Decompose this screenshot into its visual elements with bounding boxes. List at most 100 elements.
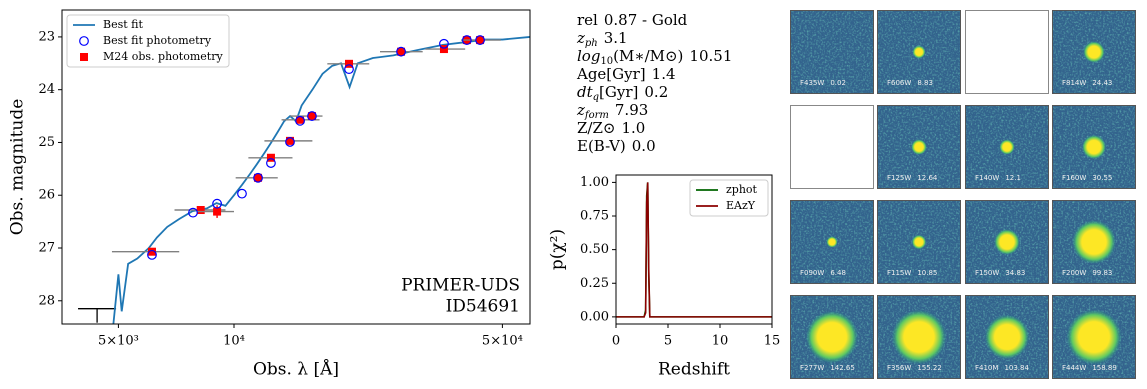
thumbnail-label: F150W 34.83 <box>975 269 1025 277</box>
parameter-label: rel <box>577 11 598 29</box>
thumbnail-border <box>877 200 961 284</box>
marker <box>147 247 156 256</box>
thumbnail: F444W 158.89 <box>1052 295 1136 379</box>
parameter-label: dt <box>577 83 594 101</box>
parameter-value: 3.1 <box>604 29 628 47</box>
filter-name: F444W <box>1062 364 1086 372</box>
thumbnail-border <box>1052 295 1136 379</box>
legend-label: M24 obs. photometry <box>103 50 223 63</box>
marker <box>237 188 247 199</box>
thumbnail: F160W 30.55 <box>1052 105 1136 189</box>
parameter-label: z <box>576 101 585 119</box>
marker <box>296 115 305 124</box>
thumbnail-border <box>1052 10 1136 94</box>
marker <box>266 158 276 168</box>
filter-name: F160W <box>1062 174 1086 182</box>
snr-value: 34.83 <box>1005 269 1025 277</box>
filter-name: F115W <box>887 269 911 277</box>
y-tick-label: 0.25 <box>580 276 609 291</box>
marker <box>307 112 316 121</box>
thumbnail-label: F814W 24.43 <box>1062 79 1112 87</box>
thumbnail-label: F444W 158.89 <box>1062 364 1117 372</box>
marker <box>285 136 294 145</box>
thumbnail-label: F160W 30.55 <box>1062 174 1112 182</box>
snr-value: 6.48 <box>830 269 846 277</box>
plot-area <box>78 35 530 324</box>
y-axis-label: p(χ²) <box>548 229 568 270</box>
filter-name: F200W <box>1062 269 1086 277</box>
marker <box>295 115 305 126</box>
filter-name: F814W <box>1062 79 1086 87</box>
thumbnail-label: F200W 99.83 <box>1062 269 1112 277</box>
thumbnail: F125W 12.64 <box>877 105 961 189</box>
parameter-label: Age[Gyr] <box>576 65 646 83</box>
filter-name: F410M <box>975 364 998 372</box>
marker <box>188 207 198 218</box>
thumbnail: F200W 99.83 <box>1052 200 1136 284</box>
series-line <box>616 182 772 318</box>
parameter: rel 0.87 - Gold <box>577 11 688 29</box>
thumbnail: F606W 8.83 <box>877 10 961 94</box>
legend-label: Best fit photometry <box>103 34 212 47</box>
marker <box>266 153 275 162</box>
parameter-label: Z/Z⊙ <box>577 119 615 137</box>
snr-value: 158.89 <box>1092 364 1117 372</box>
x-tick-label: 5×10³ <box>98 334 139 349</box>
annotation: ID54691 <box>446 297 520 317</box>
x-tick-label: 5×10⁴ <box>482 334 523 349</box>
y-tick-label: 0.00 <box>580 309 609 324</box>
parameter-label: (M∗/M⊙) <box>613 47 683 65</box>
snr-value: 155.22 <box>917 364 942 372</box>
snr-value: 12.1 <box>1005 174 1021 182</box>
parameter-label: z <box>576 29 585 47</box>
marker <box>253 172 263 183</box>
snr-value: 24.43 <box>1092 79 1112 87</box>
y-tick-label: 0.50 <box>580 242 609 257</box>
x-tick-label: 15 <box>764 334 781 349</box>
filter-name: F150W <box>975 269 999 277</box>
thumbnail: F090W 6.48 <box>790 200 874 284</box>
marker <box>461 35 472 45</box>
y-tick-label: 25 <box>38 135 55 150</box>
parameter-value: 0.2 <box>644 83 668 101</box>
parameter-value: 1.4 <box>652 65 676 83</box>
source <box>891 309 947 365</box>
empty-thumbnail <box>790 105 874 189</box>
snr-value: 8.83 <box>917 79 933 87</box>
snr-value: 99.83 <box>1092 269 1112 277</box>
parameter-subscript: q <box>593 92 599 103</box>
source <box>994 229 1020 255</box>
plot-area <box>616 182 772 318</box>
thumbnail-border <box>1052 200 1136 284</box>
legend-symbol <box>79 36 89 46</box>
thumbnail-border <box>790 10 874 94</box>
y-axis-label: Obs. magnitude <box>8 99 28 236</box>
thumbnail-label: F115W 10.85 <box>887 269 937 277</box>
marker <box>397 47 406 56</box>
source <box>1066 309 1122 365</box>
thumbnail-border <box>790 295 874 379</box>
filter-name: F356W <box>887 364 911 372</box>
y-tick-label: 28 <box>38 293 55 308</box>
marker <box>307 111 317 121</box>
snr-value: 12.64 <box>917 174 938 182</box>
marker <box>147 249 157 260</box>
x-tick-label: 10⁴ <box>223 334 245 349</box>
thumbnail <box>965 10 1049 94</box>
legend-label: Best fit <box>103 18 143 31</box>
snr-value: 30.55 <box>1092 174 1112 182</box>
y-tick-label: 24 <box>38 82 55 97</box>
thumbnail-label: F140W 12.1 <box>975 174 1021 182</box>
source <box>911 234 927 250</box>
source <box>805 310 859 364</box>
legend-frame <box>689 179 769 217</box>
parameter-value: 10.51 <box>689 47 732 65</box>
thumbnail-label: F356W 155.22 <box>887 364 942 372</box>
legend-label: EAzY <box>726 199 756 212</box>
x-tick-label: 10 <box>712 334 729 349</box>
y-tick-label: 26 <box>38 188 55 203</box>
source <box>999 139 1015 155</box>
marker <box>476 36 485 45</box>
x-tick-label: 0 <box>612 334 620 349</box>
